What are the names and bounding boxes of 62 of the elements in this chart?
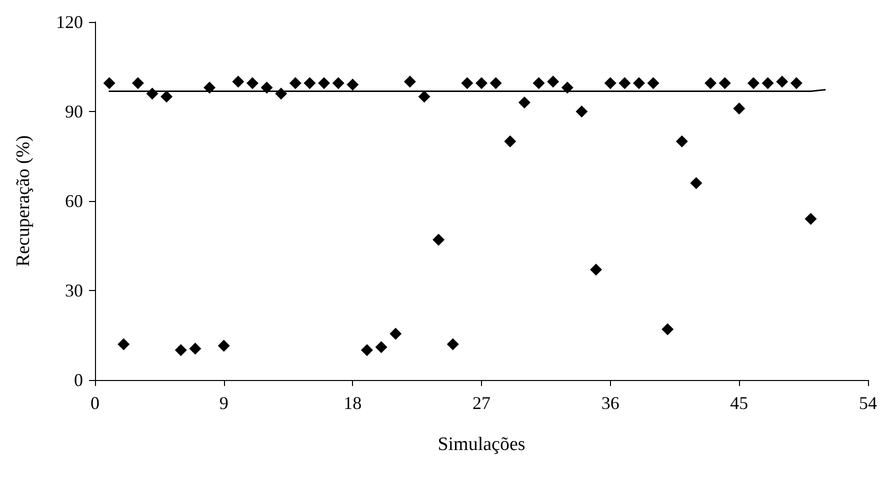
point xyxy=(260,82,273,94)
point xyxy=(160,90,173,103)
point xyxy=(174,344,187,356)
point xyxy=(718,77,731,90)
point xyxy=(518,96,530,109)
point xyxy=(604,77,616,90)
x-tick-label: 0 xyxy=(90,393,100,413)
y-tick-label: 0 xyxy=(74,370,83,390)
point xyxy=(232,76,244,88)
x-tick-label: 18 xyxy=(344,393,362,413)
point xyxy=(762,77,774,90)
point xyxy=(747,77,760,90)
point xyxy=(576,106,588,118)
point xyxy=(461,77,474,90)
point xyxy=(532,77,545,90)
point xyxy=(476,77,488,90)
x-axis-title: Simulações xyxy=(438,434,526,455)
point xyxy=(446,338,459,350)
point xyxy=(289,77,302,90)
point xyxy=(704,77,717,90)
point xyxy=(318,77,330,90)
x-tick-label: 9 xyxy=(219,393,228,413)
point xyxy=(590,264,602,276)
point xyxy=(246,77,258,90)
point xyxy=(189,342,202,355)
point xyxy=(304,77,316,90)
x-tick-label: 36 xyxy=(601,393,620,413)
point xyxy=(390,328,402,340)
point xyxy=(118,338,130,350)
y-tick-label: 120 xyxy=(56,12,83,32)
point xyxy=(561,82,574,94)
point xyxy=(132,77,144,90)
point xyxy=(490,77,502,90)
point xyxy=(776,76,788,88)
point xyxy=(804,212,817,225)
y-tick-label: 60 xyxy=(65,191,83,211)
point xyxy=(218,340,230,352)
x-tick-label: 45 xyxy=(730,393,748,413)
x-tick-label: 54 xyxy=(859,393,877,413)
point xyxy=(733,102,746,115)
point xyxy=(332,77,344,90)
point xyxy=(346,78,359,91)
point xyxy=(618,77,631,90)
point xyxy=(690,177,702,190)
point xyxy=(375,341,388,354)
point xyxy=(547,76,560,88)
x-tick-label: 27 xyxy=(472,393,490,413)
point xyxy=(662,323,674,336)
point xyxy=(632,77,645,90)
point xyxy=(504,135,516,148)
y-tick-label: 30 xyxy=(65,280,83,300)
y-axis-title: Recuperação (%) xyxy=(13,135,34,267)
point xyxy=(790,77,802,90)
point xyxy=(360,344,373,356)
point xyxy=(676,135,688,148)
y-tick-label: 90 xyxy=(65,102,83,122)
point xyxy=(404,76,416,88)
point xyxy=(647,77,660,90)
point xyxy=(204,82,216,94)
point xyxy=(103,77,116,90)
point xyxy=(418,90,430,103)
point xyxy=(432,234,445,246)
